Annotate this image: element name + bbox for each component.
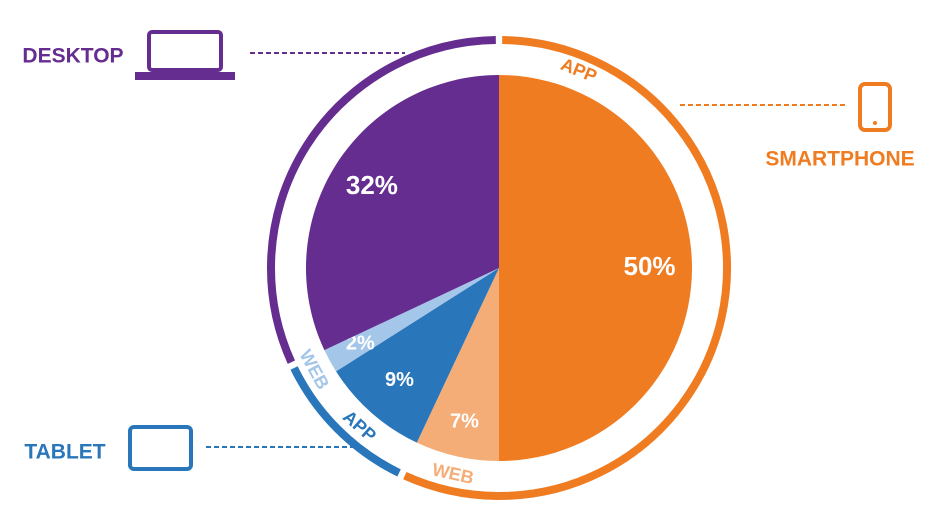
- pie-slice: [336, 268, 499, 443]
- value-label: 50%: [624, 251, 676, 281]
- pie-slice: [416, 268, 499, 461]
- pie-slice: [306, 75, 499, 351]
- tablet-body: [128, 425, 193, 471]
- ring-segment: [403, 36, 731, 500]
- pie-slice: [499, 75, 692, 461]
- phone-button: [873, 121, 877, 125]
- group-label: SMARTPHONE: [765, 148, 914, 171]
- phone-body: [858, 82, 892, 132]
- ring-segment: [267, 36, 496, 364]
- device-icon: [858, 82, 892, 132]
- pie-slice: [324, 268, 499, 372]
- device-icon: [135, 30, 235, 80]
- group-label: DESKTOP: [22, 45, 123, 68]
- laptop-screen: [147, 30, 223, 72]
- ring-segment: [290, 366, 401, 477]
- device-icon: [128, 425, 193, 471]
- value-label: 32%: [346, 170, 398, 200]
- value-label: 9%: [385, 369, 414, 391]
- value-label: 7%: [450, 411, 479, 433]
- value-label: 2%: [346, 333, 375, 355]
- group-label: TABLET: [24, 441, 105, 464]
- laptop-base: [135, 72, 235, 80]
